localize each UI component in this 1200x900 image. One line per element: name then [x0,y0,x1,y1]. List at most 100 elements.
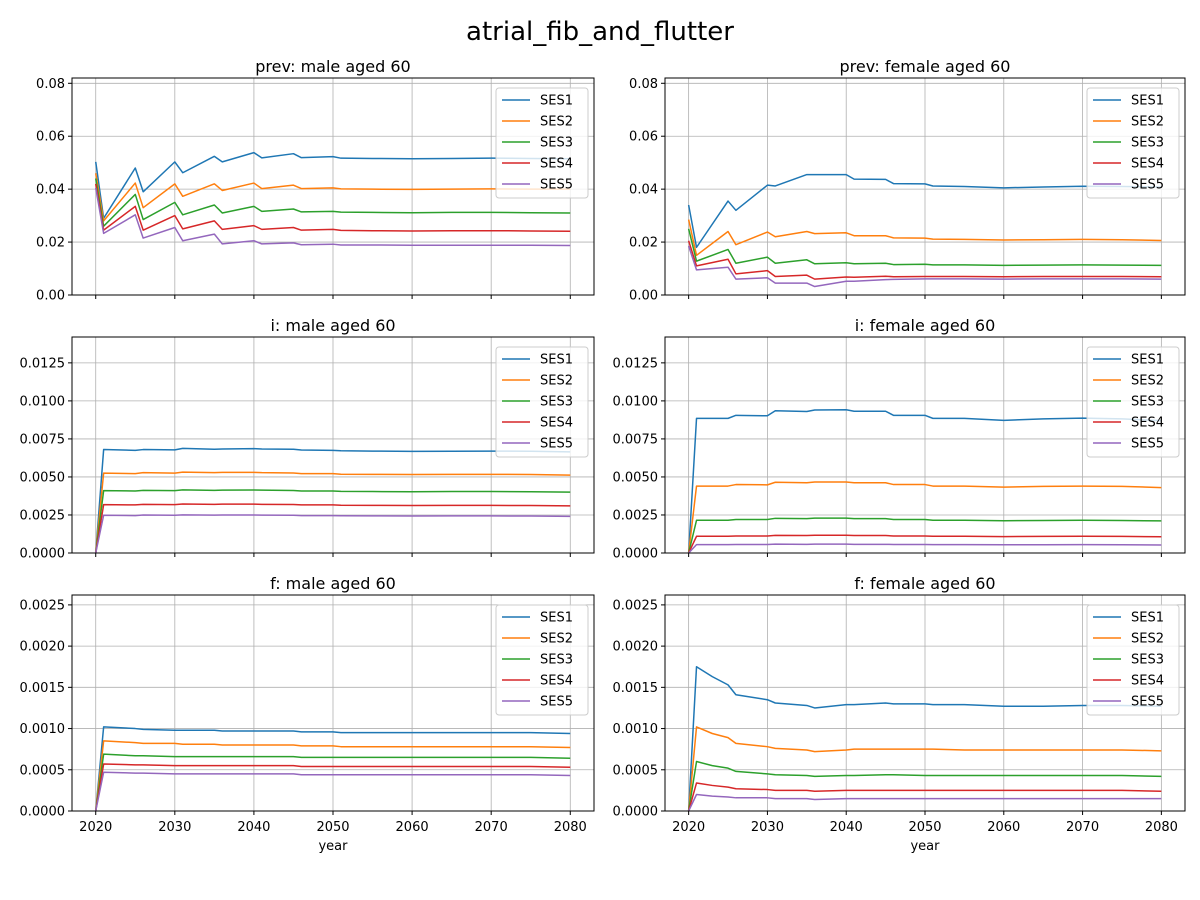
legend-box [495,604,589,716]
y-tick-label: 0.0020 [20,640,66,655]
series-line-ses5 [687,793,1162,812]
x-tick-label: 2070 [475,820,508,835]
y-tick-label: 0.0000 [613,805,659,820]
x-tick-label: 2020 [79,820,112,835]
legend-label: SES2 [540,374,573,389]
y-tick-label: 0.0010 [613,722,659,737]
legend: SES1 SES2 SES3 SES4 SES5 [1086,604,1180,716]
y-tick-label: 0.0020 [613,640,659,655]
y-tick-label: 0.0025 [613,598,659,613]
y-tick-label: 0.00 [36,289,65,304]
series-line-ses4 [687,534,1162,554]
y-tick-label: 0.0100 [613,394,659,409]
series-line-ses1 [94,726,571,812]
y-tick-label: 0.08 [629,77,658,92]
subplot-5: 0.0000 0.0005 0.0010 0.0015 0.0020 0.0025 2020… [20,574,595,854]
y-tick-label: 0.0025 [20,598,66,613]
series-line-ses3 [687,760,1162,812]
y-tick-label: 0.04 [629,183,658,198]
y-tick-label: 0.0000 [20,547,66,562]
x-tick-label: 2050 [908,820,941,835]
subplot-6: 0.0000 0.0005 0.0010 0.0015 0.0020 0.0025 2020… [613,574,1186,854]
legend-label: SES4 [1131,416,1164,431]
series-line-ses1 [687,173,1162,249]
legend-box [1086,87,1180,199]
legend: SES1 SES2 SES3 SES4 SES5 [1086,87,1180,199]
legend-label: SES3 [1131,653,1164,668]
y-tick-label: 0.0100 [20,394,66,409]
legend-box [1086,604,1180,716]
y-tick-label: 0.0025 [613,508,659,523]
legend: SES1 SES2 SES3 SES4 SES5 [495,346,589,458]
y-tick-label: 0.06 [36,130,65,145]
series-line-ses3 [94,178,571,227]
y-tick-label: 0.0050 [613,470,659,485]
x-tick-label: 2050 [316,820,349,835]
legend: SES1 SES2 SES3 SES4 SES5 [495,604,589,716]
y-tick-label: 0.0015 [613,681,659,696]
series-line-ses1 [687,665,1162,812]
x-tick-label: 2030 [158,820,191,835]
subplot-1: 0.00 0.02 0.04 0.06 0.08 prev: male aged 60 SE… [36,57,595,304]
legend-label: SES3 [540,653,573,668]
x-tick-label: 2080 [554,820,587,835]
y-tick-label: 0.0125 [20,356,66,371]
series-line-ses2 [687,481,1162,554]
subplot-2: 0.00 0.02 0.04 0.06 0.08 prev: female aged 60… [629,57,1186,304]
series-line-ses3 [94,489,571,554]
subplot-title: f: female aged 60 [854,574,995,593]
y-tick-label: 0.0005 [613,763,659,778]
y-tick-label: 0.00 [629,289,658,304]
legend-label: SES5 [1131,695,1164,710]
figure-suptitle: atrial_fib_and_flutter [466,17,734,47]
legend-label: SES3 [1131,136,1164,151]
series-line-ses4 [94,183,571,232]
y-tick-label: 0.0005 [20,763,66,778]
y-tick-label: 0.0050 [20,470,66,485]
y-tick-label: 0.0015 [20,681,66,696]
x-tick-label: 2060 [396,820,429,835]
legend-label: SES4 [1131,157,1164,172]
series-line-ses5 [687,245,1162,288]
legend-label: SES2 [540,632,573,647]
subplot-title: prev: male aged 60 [255,57,410,76]
y-tick-label: 0.0075 [613,432,659,447]
y-tick-label: 0.02 [629,236,658,251]
legend-label: SES2 [540,115,573,130]
series-line-ses4 [94,763,571,812]
series-line-ses1 [687,408,1162,554]
x-tick-label: 2020 [672,820,705,835]
x-tick-label: 2070 [1066,820,1099,835]
legend-label: SES5 [1131,178,1164,193]
legend-label: SES5 [540,437,573,452]
subplot-title: i: female aged 60 [855,316,996,335]
x-tick-label: 2060 [987,820,1020,835]
legend-label: SES2 [1131,632,1164,647]
y-tick-label: 0.08 [36,77,65,92]
legend-label: SES1 [1131,353,1164,368]
x-tick-label: 2080 [1145,820,1178,835]
series-line-ses5 [94,514,571,554]
series-line-ses5 [688,543,1162,554]
series-line-ses2 [94,740,571,812]
legend-box [1086,346,1180,458]
subplot-title: i: male aged 60 [270,316,395,335]
x-tick-label: 2040 [237,820,270,835]
legend-label: SES3 [540,136,573,151]
x-tick-label: 2030 [751,820,784,835]
subplot-title: prev: female aged 60 [840,57,1011,76]
legend-label: SES4 [540,157,573,172]
series-line-ses3 [94,753,571,812]
legend-label: SES4 [540,674,573,689]
legend-box [495,346,589,458]
subplot-3: 0.0000 0.0025 0.0050 0.0075 0.0100 0.0125 i: m… [20,316,595,562]
y-tick-label: 0.0010 [20,722,66,737]
x-tick-label: 2040 [830,820,863,835]
legend: SES1 SES2 SES3 SES4 SES5 [495,87,589,199]
y-tick-label: 0.02 [36,236,65,251]
y-tick-label: 0.0000 [20,805,66,820]
series-line-ses5 [94,771,571,812]
legend: SES1 SES2 SES3 SES4 SES5 [1086,346,1180,458]
legend-box [495,87,589,199]
